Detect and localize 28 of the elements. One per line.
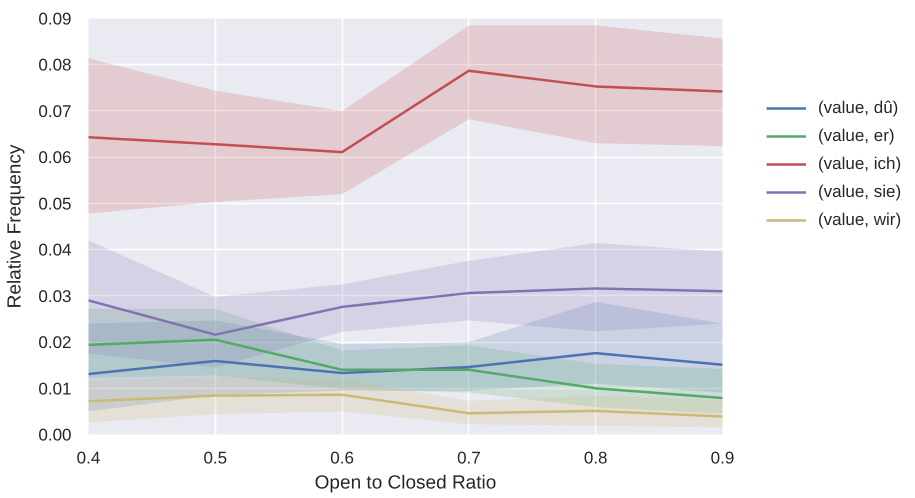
legend-label: (value, wir) — [818, 210, 902, 230]
legend-label: (value, sie) — [818, 182, 902, 202]
y-tick-label: 0.08 — [38, 56, 72, 75]
y-tick-label: 0.05 — [38, 194, 72, 214]
legend-label: (value, er) — [818, 126, 895, 146]
x-tick-label: 0.5 — [203, 448, 228, 468]
x-tick-label: 0.9 — [710, 448, 734, 468]
y-axis-title: Relative Frequency — [4, 144, 26, 308]
x-tick-label: 0.7 — [457, 448, 481, 468]
legend-label: (value, ich) — [818, 154, 902, 174]
x-tick-label: 0.4 — [76, 448, 100, 468]
x-tick-label: 0.6 — [330, 448, 354, 468]
legend-label: (value, dû) — [818, 98, 898, 118]
y-tick-label: 0.04 — [38, 240, 72, 260]
line-series — [88, 352, 722, 376]
line-series — [88, 69, 722, 154]
y-tick-label: 0.03 — [38, 286, 72, 306]
y-tick-label: 0.06 — [38, 148, 72, 168]
y-tick-label: 0.09 — [38, 10, 72, 28]
x-axis-title: Open to Closed Ratio — [314, 472, 496, 494]
line-series — [88, 394, 722, 418]
line-series — [88, 287, 722, 336]
y-tick-label: 0.01 — [38, 379, 72, 398]
y-tick-label: 0.00 — [38, 426, 72, 444]
y-tick-label: 0.02 — [38, 333, 72, 352]
line-series — [88, 338, 722, 400]
y-tick-label: 0.07 — [38, 102, 72, 121]
x-tick-label: 0.8 — [584, 448, 608, 468]
